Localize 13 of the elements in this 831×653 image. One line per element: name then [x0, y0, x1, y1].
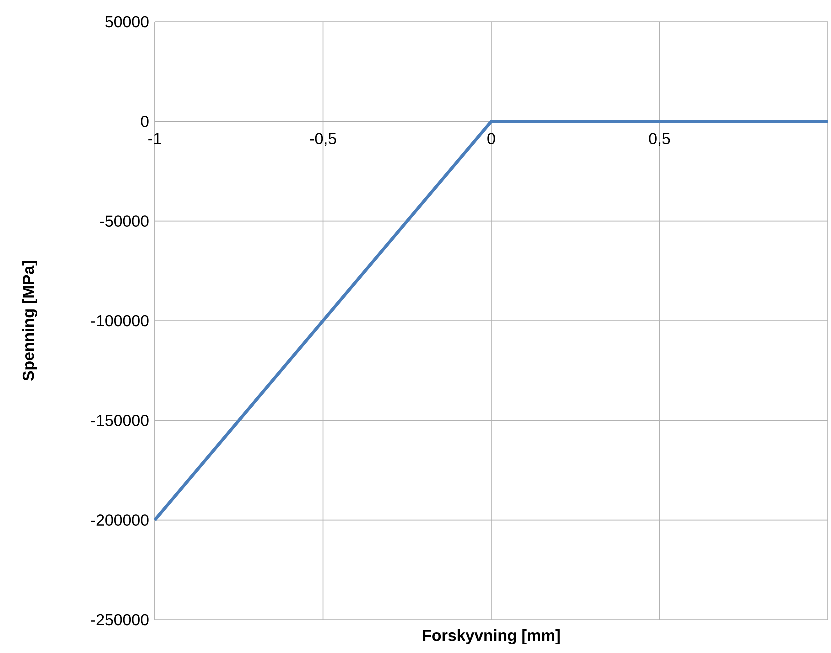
y-axis-title: Spenning [MPa] [22, 261, 38, 381]
y-tick-label: -50000 [100, 216, 149, 227]
x-tick-label: 0 [488, 133, 496, 145]
x-tick-label: -0,5 [310, 133, 336, 146]
y-tick-label: -250000 [91, 614, 149, 626]
x-axis-title: Forskyvning [mm] [423, 630, 560, 644]
y-tick-label: 0 [141, 116, 149, 128]
y-tick-label: -200000 [91, 514, 149, 526]
x-tick-label: 0,5 [649, 133, 670, 146]
x-tick-label: -1 [148, 133, 162, 144]
y-tick-label: 50000 [106, 16, 149, 28]
y-tick-label: -150000 [91, 414, 149, 426]
y-tick-label: -100000 [91, 315, 149, 327]
